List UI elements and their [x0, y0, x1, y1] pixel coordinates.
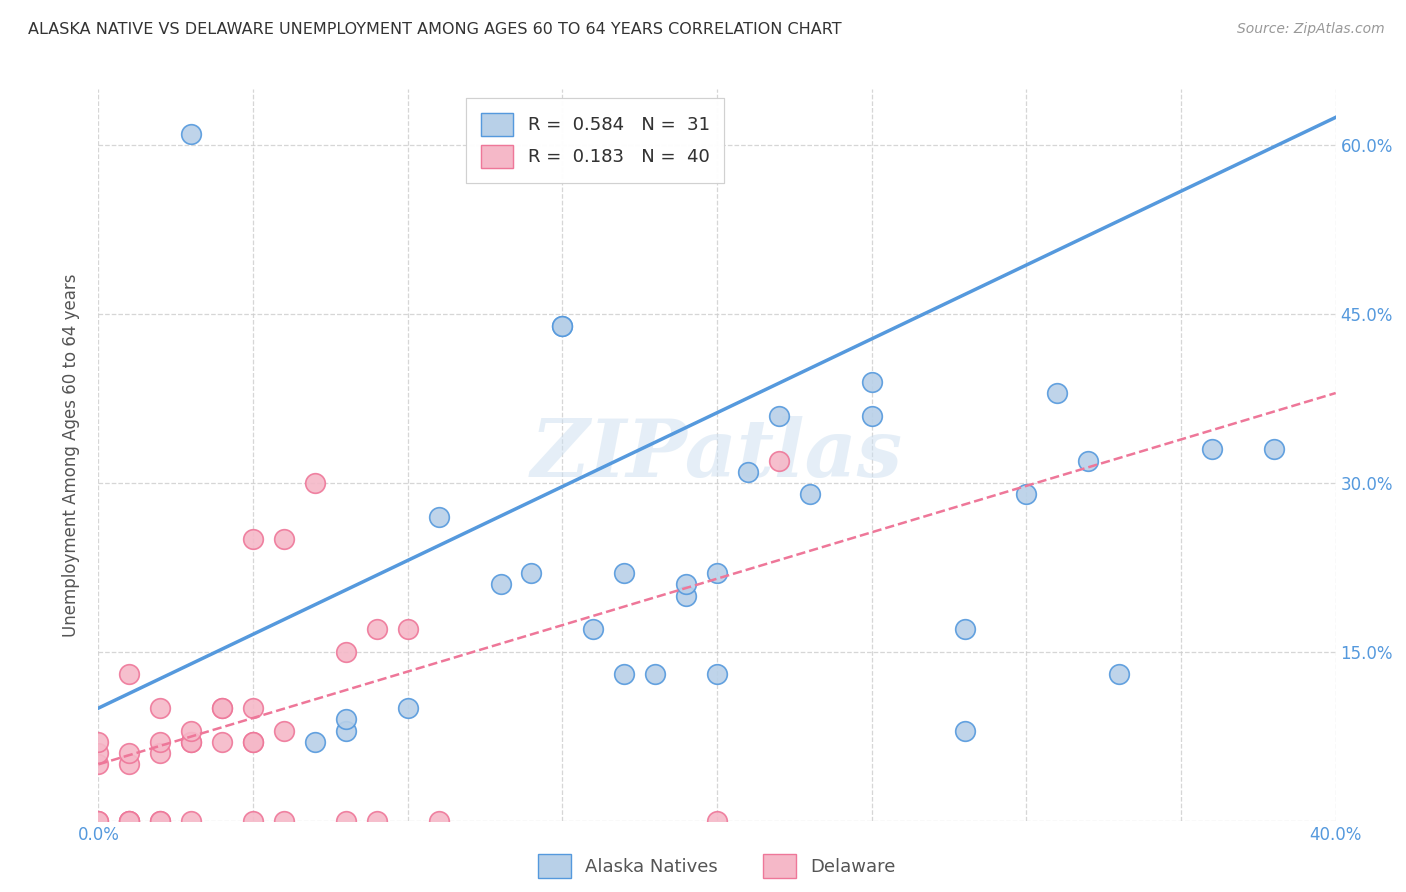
Point	[118, 757, 141, 772]
Point	[87, 814, 110, 828]
Point	[180, 735, 202, 749]
Point	[273, 533, 295, 547]
Point	[335, 645, 357, 659]
Text: ALASKA NATIVE VS DELAWARE UNEMPLOYMENT AMONG AGES 60 TO 64 YEARS CORRELATION CHA: ALASKA NATIVE VS DELAWARE UNEMPLOYMENT A…	[28, 22, 842, 37]
Point	[149, 735, 172, 749]
Point	[87, 814, 110, 828]
Point	[706, 667, 728, 681]
Point	[118, 814, 141, 828]
Point	[1108, 667, 1130, 681]
Point	[149, 746, 172, 760]
Point	[366, 623, 388, 637]
Point	[180, 735, 202, 749]
Point	[335, 814, 357, 828]
Point	[366, 814, 388, 828]
Point	[551, 318, 574, 333]
Point	[211, 735, 233, 749]
Point	[335, 723, 357, 738]
Point	[242, 735, 264, 749]
Point	[520, 566, 543, 580]
Point	[953, 623, 976, 637]
Point	[304, 735, 326, 749]
Point	[211, 701, 233, 715]
Point	[242, 735, 264, 749]
Point	[87, 735, 110, 749]
Point	[953, 723, 976, 738]
Point	[799, 487, 821, 501]
Point	[180, 814, 202, 828]
Point	[396, 701, 419, 715]
Point	[87, 746, 110, 760]
Point	[582, 623, 605, 637]
Point	[335, 712, 357, 726]
Point	[273, 814, 295, 828]
Y-axis label: Unemployment Among Ages 60 to 64 years: Unemployment Among Ages 60 to 64 years	[62, 273, 80, 637]
Point	[180, 723, 202, 738]
Point	[644, 667, 666, 681]
Point	[149, 701, 172, 715]
Point	[87, 757, 110, 772]
Point	[675, 577, 697, 591]
Point	[118, 746, 141, 760]
Point	[149, 814, 172, 828]
Point	[1201, 442, 1223, 457]
Point	[118, 814, 141, 828]
Point	[489, 577, 512, 591]
Text: ZIPatlas: ZIPatlas	[531, 417, 903, 493]
Point	[1046, 386, 1069, 401]
Text: Source: ZipAtlas.com: Source: ZipAtlas.com	[1237, 22, 1385, 37]
Point	[706, 566, 728, 580]
Point	[1015, 487, 1038, 501]
Point	[242, 814, 264, 828]
Point	[242, 701, 264, 715]
Legend: Alaska Natives, Delaware: Alaska Natives, Delaware	[531, 847, 903, 885]
Point	[613, 667, 636, 681]
Point	[427, 814, 450, 828]
Point	[242, 533, 264, 547]
Point	[427, 509, 450, 524]
Point	[737, 465, 759, 479]
Point	[706, 814, 728, 828]
Point	[551, 318, 574, 333]
Point	[304, 476, 326, 491]
Point	[396, 623, 419, 637]
Point	[860, 375, 883, 389]
Point	[860, 409, 883, 423]
Point	[211, 701, 233, 715]
Point	[675, 589, 697, 603]
Point	[118, 667, 141, 681]
Point	[149, 814, 172, 828]
Point	[273, 723, 295, 738]
Point	[1077, 453, 1099, 467]
Point	[768, 453, 790, 467]
Point	[180, 127, 202, 141]
Point	[118, 814, 141, 828]
Point	[613, 566, 636, 580]
Point	[768, 409, 790, 423]
Point	[1263, 442, 1285, 457]
